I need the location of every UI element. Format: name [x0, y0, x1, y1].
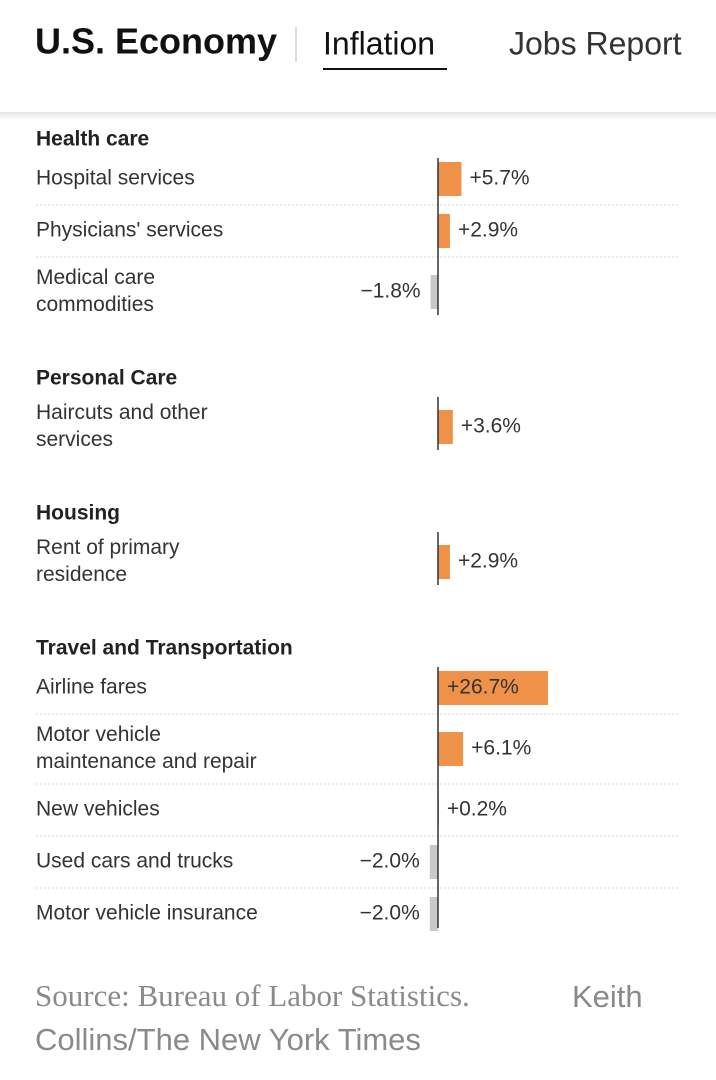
category-label: services	[36, 428, 113, 451]
value-label: +0.2%	[447, 798, 507, 821]
header-shadow	[0, 112, 716, 120]
bar	[438, 545, 450, 579]
value-label: −1.8%	[360, 280, 420, 303]
plot: Health care Hospital services +5.7% Physici…	[36, 128, 680, 931]
category-label: Motor vehicle	[36, 723, 161, 746]
value-label: +2.9%	[458, 219, 518, 242]
category-label: Hospital services	[36, 167, 195, 190]
bar	[438, 410, 453, 444]
value-label: +5.7%	[469, 167, 529, 190]
category-label: maintenance and repair	[36, 750, 257, 773]
bar	[429, 845, 438, 879]
value-label: +2.9%	[458, 550, 518, 573]
bar	[438, 214, 450, 248]
category-label: residence	[36, 563, 127, 586]
value-label: +3.6%	[461, 415, 521, 438]
nav-tab[interactable]: Jobs Report	[509, 25, 682, 61]
category-label: commodities	[36, 293, 154, 316]
category-label: Motor vehicle insurance	[36, 902, 258, 925]
category-label: Airline fares	[36, 676, 147, 699]
credit: Collins/The New York Times	[35, 1022, 421, 1057]
category-label: Used cars and trucks	[36, 850, 233, 873]
value-label: −2.0%	[360, 902, 420, 925]
group-title: Personal Care	[36, 367, 177, 390]
site-title[interactable]: U.S. Economy	[35, 21, 277, 62]
source: Source: Bureau of Labor Statistics.	[35, 978, 470, 1013]
category-label: Haircuts and other	[36, 401, 208, 424]
bar	[438, 732, 464, 766]
group-title: Housing	[36, 502, 120, 525]
value-label: +26.7%	[447, 676, 519, 699]
group-title: Travel and Transportation	[36, 637, 293, 660]
credit: Keith	[572, 979, 643, 1014]
bar	[429, 897, 438, 931]
bar	[430, 275, 438, 309]
category-label: Rent of primary	[36, 536, 180, 559]
group-title: Health care	[36, 128, 149, 151]
category-label: New vehicles	[36, 798, 160, 821]
nav-tab[interactable]: Inflation	[323, 25, 435, 61]
value-label: +6.1%	[471, 737, 531, 760]
value-label: −2.0%	[360, 850, 420, 873]
bar	[438, 671, 549, 705]
category-label: Physicians' services	[36, 219, 223, 242]
header-bar	[0, 0, 716, 112]
bar	[438, 162, 462, 196]
category-label: Medical care	[36, 266, 155, 289]
